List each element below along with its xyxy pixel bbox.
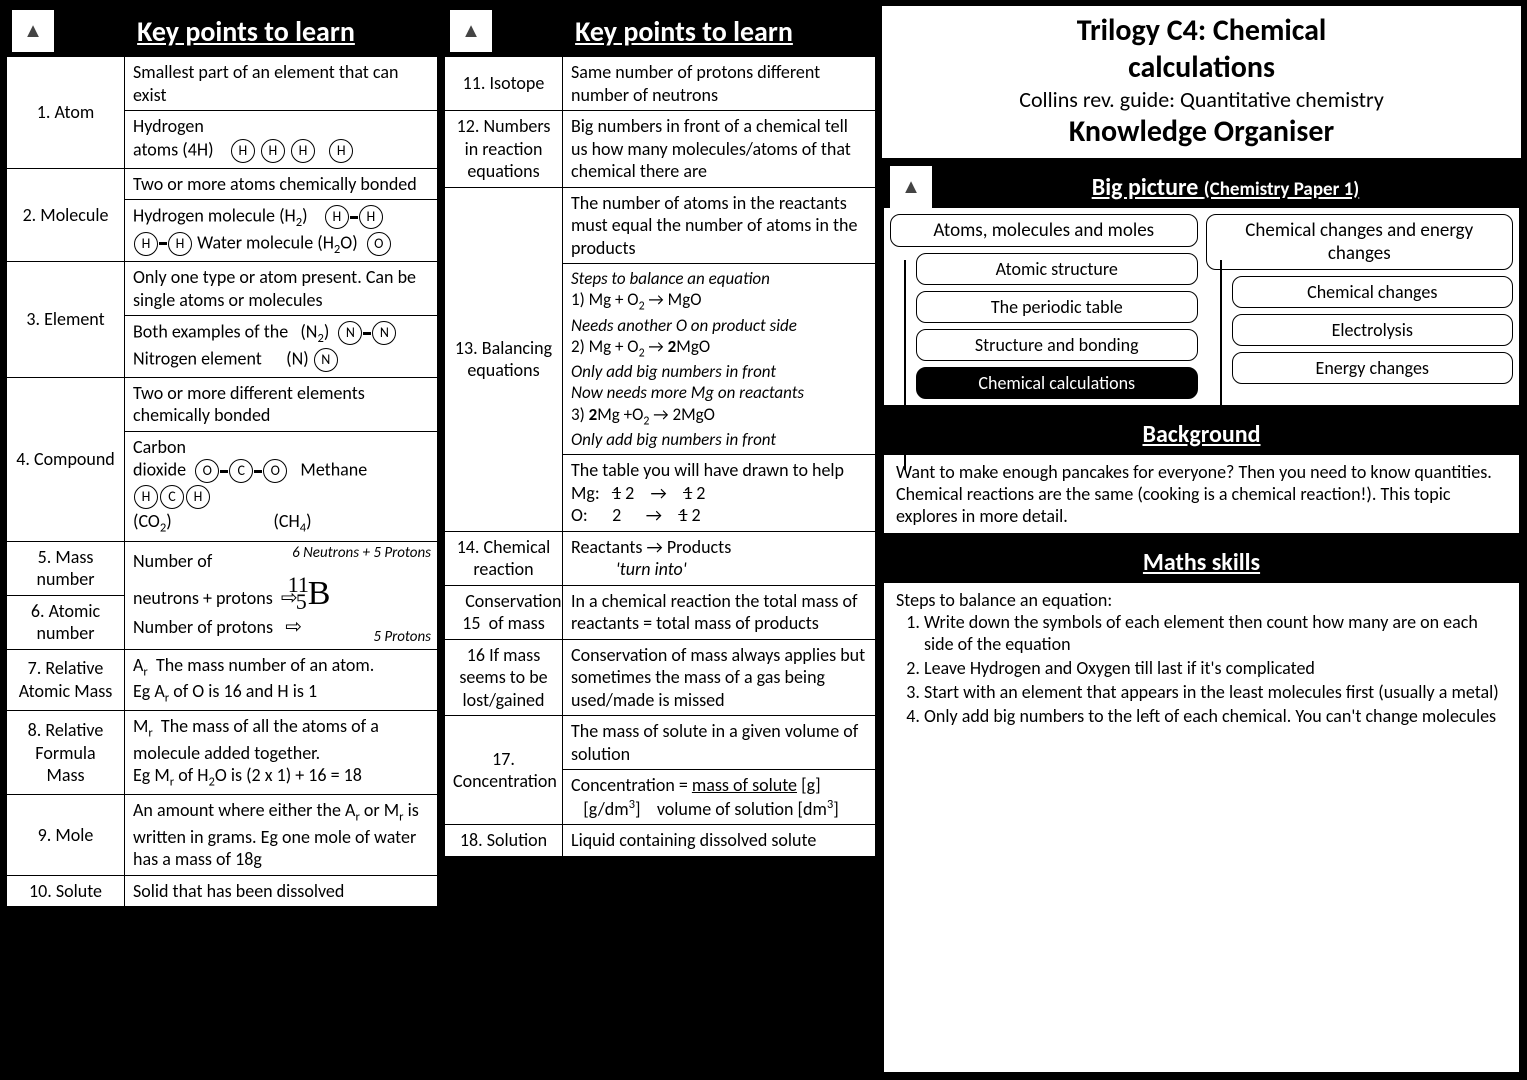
col2-table: 11. Isotope Same number of protons diffe…	[444, 56, 876, 857]
logo-icon	[12, 10, 54, 52]
def-compound-2: Carbondioxide OCO Methane HCH (CO2) (CH4…	[125, 431, 438, 541]
maths-panel: Maths skills Steps to balance an equatio…	[882, 541, 1521, 1074]
def-conc-2: Concentration = mass of solute [g] [g/dm…	[563, 770, 876, 825]
maths-intro: Steps to balance an equation:	[896, 589, 1507, 611]
column-1: Key points to learn 1. Atom Smallest par…	[6, 6, 438, 1074]
term-atom: 1. Atom	[7, 57, 125, 169]
column-2: Key points to learn 11. Isotope Same num…	[444, 6, 876, 1074]
term-lostgained: 16 If mass seems to be lost/gained	[445, 639, 563, 716]
term-massnum: 5. Mass number	[7, 541, 125, 595]
maths-step-1: Write down the symbols of each element t…	[924, 611, 1507, 655]
bigpic-title: Big picture (Chemistry Paper 1)	[938, 173, 1513, 202]
big-picture-panel: Big picture (Chemistry Paper 1) Atoms, m…	[882, 164, 1521, 407]
def-mr: Mr The mass of all the atoms of a molecu…	[125, 711, 438, 795]
main-title-2: calculations	[890, 49, 1513, 86]
term-compound: 4. Compound	[7, 377, 125, 541]
logo-icon	[890, 166, 932, 208]
def-massnum: 6 Neutrons + 5 Protons Number ofneutrons…	[125, 541, 438, 649]
def-balance-steps: Steps to balance an equation 1) Mg + O2 …	[563, 264, 876, 455]
def-ar: Ar The mass number of an atom.Eg Ar of O…	[125, 649, 438, 711]
bigpic-header: Big picture (Chemistry Paper 1)	[884, 166, 1519, 208]
term-mr: 8. Relative Formula Mass	[7, 711, 125, 795]
def-element-1: Only one type or atom present. Can be si…	[125, 262, 438, 316]
term-reaction: 14. Chemical reaction	[445, 531, 563, 585]
bp-left-2: The periodic table	[916, 291, 1198, 323]
background-panel: Background Want to make enough pancakes …	[882, 413, 1521, 535]
background-text: Want to make enough pancakes for everyon…	[882, 455, 1521, 535]
bp-right-3: Energy changes	[1232, 352, 1514, 384]
term-balance: 13. Balancing equations	[445, 187, 563, 531]
def-compound-1: Two or more different elements chemicall…	[125, 377, 438, 431]
def-atom-2: Hydrogen atoms (4H) Hydrogenatoms (4H) H…	[125, 111, 438, 169]
title-block: Trilogy C4: Chemical calculations Collin…	[882, 6, 1521, 158]
def-consmass: In a chemical reaction the total mass of…	[563, 585, 876, 639]
col2-header: Key points to learn	[444, 6, 876, 56]
term-conc: 17. Concentration	[445, 716, 563, 825]
maths-title: Maths skills	[888, 548, 1515, 577]
col1-title: Key points to learn	[60, 14, 432, 49]
def-molecule-1: Two or more atoms chemically bonded	[125, 168, 438, 200]
def-solute: Solid that has been dissolved	[125, 875, 438, 907]
term-isotope: 11. Isotope	[445, 57, 563, 111]
term-solution: 18. Solution	[445, 825, 563, 857]
maths-step-4: Only add big numbers to the left of each…	[924, 705, 1507, 727]
bp-right-head: Chemical changes and energy changes	[1206, 214, 1514, 270]
column-3: Trilogy C4: Chemical calculations Collin…	[882, 6, 1521, 1074]
def-balance-1: The number of atoms in the reactants mus…	[563, 187, 876, 264]
maths-steps: Write down the symbols of each element t…	[896, 611, 1507, 727]
bp-left-4: Chemical calculations	[916, 367, 1198, 399]
maths-step-2: Leave Hydrogen and Oxygen till last if i…	[924, 657, 1507, 679]
main-title-1: Trilogy C4: Chemical	[890, 12, 1513, 49]
main-subtitle: Collins rev. guide: Quantitative chemist…	[890, 86, 1513, 113]
def-lostgained: Conservation of mass always applies but …	[563, 639, 876, 716]
def-balance-table: The table you will have drawn to help Mg…	[563, 455, 876, 532]
bp-right-1: Chemical changes	[1232, 276, 1514, 308]
maths-body: Steps to balance an equation: Write down…	[882, 583, 1521, 1074]
bigpic-left: Atoms, molecules and moles Atomic struct…	[890, 214, 1198, 399]
col1-table: 1. Atom Smallest part of an element that…	[6, 56, 438, 907]
def-atom-1: Smallest part of an element that can exi…	[125, 57, 438, 111]
col1-header: Key points to learn	[6, 6, 438, 56]
background-header: Background	[882, 413, 1521, 455]
term-mole: 9. Mole	[7, 795, 125, 875]
maths-step-3: Start with an element that appears in th…	[924, 681, 1507, 703]
term-bignum: 12. Numbers in reaction equations	[445, 111, 563, 188]
def-conc-1: The mass of solute in a given volume of …	[563, 716, 876, 770]
bp-right-2: Electrolysis	[1232, 314, 1514, 346]
def-solution: Liquid containing dissolved solute	[563, 825, 876, 857]
bigpic-right: Chemical changes and energy changes Chem…	[1206, 214, 1514, 399]
knowledge-organiser: Knowledge Organiser	[890, 113, 1513, 150]
def-bignum: Big numbers in front of a chemical tell …	[563, 111, 876, 188]
bp-left-3: Structure and bonding	[916, 329, 1198, 361]
bp-left-1: Atomic structure	[916, 253, 1198, 285]
col2-title: Key points to learn	[498, 14, 870, 49]
bigpic-grid: Atoms, molecules and moles Atomic struct…	[890, 214, 1513, 399]
bp-left-head: Atoms, molecules and moles	[890, 214, 1198, 247]
background-title: Background	[888, 420, 1515, 449]
term-ar: 7. Relative Atomic Mass	[7, 649, 125, 711]
term-solute: 10. Solute	[7, 875, 125, 907]
term-consmass: Conservation15 of mass	[445, 585, 563, 639]
logo-icon	[450, 10, 492, 52]
def-reaction: Reactants → Products 'turn into'	[563, 531, 876, 585]
def-mole: An amount where either the Ar or Mr is w…	[125, 795, 438, 875]
term-element: 3. Element	[7, 262, 125, 378]
term-molecule: 2. Molecule	[7, 168, 125, 262]
def-element-2: Both examples of the (N2) NN Nitrogen el…	[125, 316, 438, 378]
maths-header: Maths skills	[882, 541, 1521, 583]
term-atomicnum: 6. Atomic number	[7, 595, 125, 649]
def-isotope: Same number of protons different number …	[563, 57, 876, 111]
def-molecule-2: Hydrogen molecule (H2) HH HH Water molec…	[125, 200, 438, 262]
